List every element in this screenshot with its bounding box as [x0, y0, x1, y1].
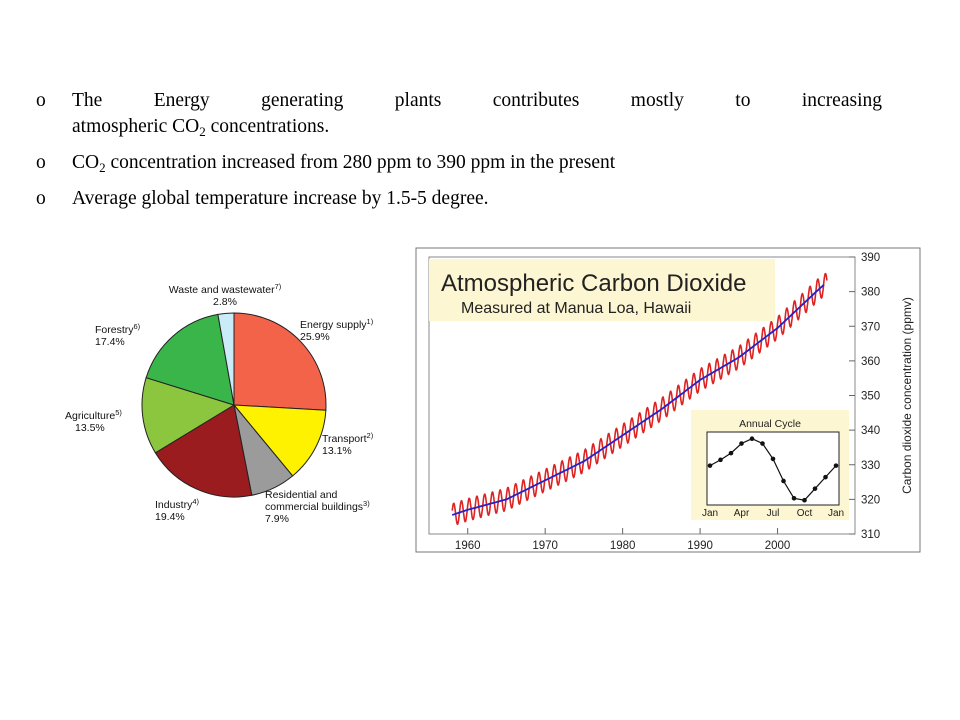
- pie-label-sup: 4): [192, 497, 199, 506]
- pie-slice-2: [232, 404, 327, 477]
- pie-slice-1: [233, 312, 327, 411]
- pie-label-sup: 7): [275, 282, 282, 291]
- pie-label: Residential and commercial buildings3): [265, 489, 370, 513]
- bullet-text: The Energy generating plants contributes…: [72, 90, 882, 111]
- title-box: [429, 259, 775, 321]
- pie-label-sup: 2): [367, 431, 374, 440]
- y-tick-label: 350: [861, 391, 880, 403]
- inset-point: [812, 486, 818, 491]
- inset-x-tick-label: Jan: [828, 508, 844, 519]
- bullet-marker: o: [36, 188, 46, 209]
- pie-value: 19.4%: [155, 511, 185, 523]
- y-tick-label: 340: [861, 425, 880, 437]
- chart-title: Atmospheric Carbon Dioxide: [441, 270, 746, 297]
- inset-x-tick-label: Oct: [797, 508, 813, 519]
- bullet-marker: o: [36, 90, 46, 111]
- y-tick-label: 380: [861, 287, 880, 299]
- pie-chart-svg: Energy supply1)25.9%Transport2)13.1%Resi…: [65, 282, 374, 525]
- y-tick-label: 320: [861, 494, 880, 506]
- pie-label-line: Transport: [322, 433, 367, 445]
- y-tick-label: 360: [861, 356, 880, 368]
- pie-label-sup: 5): [115, 408, 122, 417]
- x-tick-label: 1990: [687, 540, 713, 552]
- series-annual-mean-line: [451, 284, 825, 516]
- y-tick-label: 390: [861, 252, 880, 264]
- pie-label: Agriculture5): [65, 408, 122, 422]
- x-tick-label: 1970: [532, 540, 558, 552]
- inset-point: [802, 497, 807, 503]
- pie-value: 13.5%: [75, 422, 105, 434]
- chart-subtitle: Measured at Manua Loa, Hawaii: [461, 300, 691, 317]
- inset-point: [781, 478, 786, 484]
- inset-plot-area: [706, 431, 840, 506]
- pie-label-line: Energy supply: [300, 319, 367, 331]
- bullet-marker: o: [36, 152, 46, 173]
- pie-label-sup: 3): [363, 499, 370, 508]
- inset-point: [749, 436, 755, 442]
- pie-label: Waste and wastewater7): [169, 282, 282, 296]
- pie-label: Transport2): [322, 431, 374, 445]
- pie-value: 2.8%: [213, 296, 237, 308]
- pie-value: 13.1%: [322, 445, 352, 457]
- pie-label: Industry4): [155, 497, 200, 511]
- pie-label-line: Industry: [155, 499, 193, 511]
- pie-value: 25.9%: [300, 331, 330, 343]
- bullet-text: CO2 concentration increased from 280 ppm…: [72, 152, 616, 175]
- pie-label-line: commercial buildings: [265, 501, 363, 513]
- pie-label-sup: 6): [134, 322, 141, 331]
- bullet-temperature: o Average global temperature increase by…: [36, 186, 882, 212]
- bullet-energy-plants: o The Energy generating plants contribut…: [36, 88, 882, 140]
- x-tick-label: 1960: [455, 540, 481, 552]
- pie-slice-4: [154, 404, 253, 498]
- pie-label-line: Forestry: [95, 324, 134, 336]
- inset-point: [823, 474, 828, 480]
- x-tick-label: 2000: [765, 540, 791, 552]
- inset-x-tick-label: Jan: [702, 508, 718, 519]
- bullet-list: o The Energy generating plants contribut…: [36, 88, 882, 222]
- inset-x-tick-label: Apr: [734, 508, 750, 519]
- inset-point: [739, 441, 744, 446]
- inset-x-tick-label: Jul: [767, 508, 780, 519]
- y-tick-label: 370: [861, 321, 880, 333]
- inset-point: [707, 463, 713, 468]
- emissions-pie-chart: Energy supply1) 25.9% Transport2) 13.1% Resi…: [60, 265, 410, 555]
- inset-title: Annual Cycle: [739, 418, 801, 430]
- inset-point: [718, 457, 723, 463]
- pie-label-sup: 1): [367, 317, 374, 326]
- pie-slice-6: [145, 313, 235, 406]
- inset-point: [760, 441, 765, 446]
- pie-slice-7: [217, 312, 235, 406]
- pie-label: Energy supply1): [300, 317, 374, 331]
- bullet-text-continued: atmospheric CO2 concentrations.: [72, 116, 330, 139]
- pie-value: 17.4%: [95, 336, 125, 348]
- x-tick-label: 1980: [610, 540, 636, 552]
- co2-line-chart: 1960 1970 1980 1990 2000 310 320 330 340 350 360 37…: [415, 247, 921, 553]
- y-tick-label: 310: [861, 529, 880, 541]
- inset-point: [770, 456, 776, 462]
- series-monthly-line: [451, 272, 828, 526]
- inset-point: [833, 463, 839, 468]
- pie-value: 7.9%: [265, 513, 289, 525]
- pie-label-line: Residential and: [265, 489, 338, 501]
- pie-label: Forestry6): [95, 322, 141, 336]
- pie-label-line: Waste and wastewater: [169, 284, 275, 296]
- bullet-text: Average global temperature increase by 1…: [72, 188, 489, 209]
- inset-point: [791, 495, 797, 501]
- bullet-co2-increase: o CO2 concentration increased from 280 p…: [36, 150, 882, 176]
- inset-point: [728, 450, 734, 456]
- y-axis-label: Carbon dioxide concentration (ppmv): [900, 297, 914, 494]
- pie-slice-5: [141, 377, 236, 454]
- y-tick-label: 330: [861, 460, 880, 472]
- pie-label-line: Agriculture: [65, 410, 115, 422]
- co2-chart-svg: 1960 1970 1980 1990 2000 310 320 330 340 350 360 37…: [415, 247, 921, 553]
